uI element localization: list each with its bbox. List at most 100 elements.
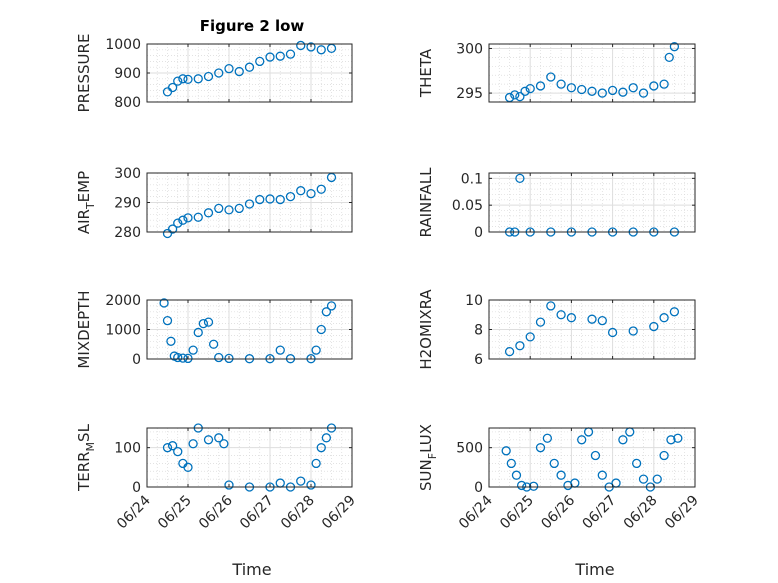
data-point bbox=[673, 433, 683, 443]
data-point bbox=[167, 224, 178, 234]
data-point bbox=[173, 76, 183, 86]
data-point bbox=[214, 68, 224, 78]
data-point bbox=[188, 345, 198, 355]
data-point bbox=[556, 79, 566, 89]
series-sun-flux bbox=[501, 427, 683, 492]
series-air-temp bbox=[162, 172, 337, 239]
data-point bbox=[285, 191, 296, 202]
data-point bbox=[224, 205, 234, 215]
data-point bbox=[214, 433, 224, 443]
y-axis-label-rainfall: RAINFALL bbox=[417, 167, 435, 238]
data-point bbox=[224, 480, 234, 490]
data-point bbox=[669, 307, 680, 317]
data-point bbox=[173, 446, 183, 457]
y-axis-label-terr-msl: TERRMSL bbox=[75, 423, 97, 492]
data-point bbox=[501, 446, 511, 456]
data-point bbox=[546, 72, 556, 82]
series-theta bbox=[504, 42, 680, 103]
y-tick-label: 1000 bbox=[105, 37, 141, 53]
axes-box-terr-msl bbox=[146, 427, 353, 488]
y-tick-label: 300 bbox=[456, 41, 483, 57]
y-axis-label-pressure: PRESSURE bbox=[75, 34, 93, 113]
data-point bbox=[649, 321, 659, 332]
figure-title: Figure 2 low bbox=[200, 17, 305, 35]
data-point bbox=[296, 40, 306, 51]
data-point bbox=[203, 71, 214, 82]
data-point bbox=[515, 341, 525, 351]
y-tick-label: 1000 bbox=[105, 323, 141, 339]
data-point bbox=[203, 208, 214, 218]
data-point bbox=[306, 188, 316, 199]
data-point bbox=[542, 433, 553, 443]
data-point bbox=[178, 74, 188, 84]
data-point bbox=[316, 443, 326, 453]
data-point bbox=[203, 435, 214, 445]
x-tick-label: 06/27 bbox=[580, 493, 620, 533]
panel-pressure: 800 900 1000 PRESSURE bbox=[75, 34, 353, 113]
data-point bbox=[316, 45, 326, 55]
data-point bbox=[311, 458, 321, 469]
y-tick-label: 100 bbox=[114, 441, 141, 457]
data-point bbox=[597, 315, 607, 326]
data-point bbox=[214, 352, 224, 363]
data-point bbox=[173, 218, 183, 228]
x-tick-label: 06/27 bbox=[237, 493, 277, 533]
x-tick-label: 06/25 bbox=[155, 493, 195, 533]
data-point bbox=[214, 203, 224, 214]
y-tick-label: 900 bbox=[114, 66, 141, 82]
data-point bbox=[515, 173, 525, 184]
data-point bbox=[306, 42, 316, 52]
data-point bbox=[265, 52, 275, 62]
x-tick-label: 06/25 bbox=[497, 493, 537, 533]
data-point bbox=[587, 314, 597, 324]
data-point bbox=[255, 194, 265, 205]
y-tick-label: 10 bbox=[465, 293, 483, 309]
data-point bbox=[244, 62, 255, 72]
data-point bbox=[546, 301, 556, 311]
data-point bbox=[178, 353, 188, 363]
data-point bbox=[275, 194, 285, 205]
data-point bbox=[631, 458, 642, 469]
data-point bbox=[511, 470, 522, 480]
data-point bbox=[255, 56, 265, 67]
plot-area-terr-msl bbox=[147, 428, 352, 487]
data-point bbox=[666, 435, 676, 445]
data-point bbox=[556, 470, 566, 480]
data-point bbox=[275, 345, 285, 355]
data-point bbox=[506, 458, 516, 469]
data-point bbox=[275, 51, 285, 61]
y-tick-label: 0 bbox=[132, 352, 141, 368]
data-point bbox=[167, 441, 178, 451]
y-axis-label-theta: THETA bbox=[417, 48, 435, 98]
data-point bbox=[198, 318, 209, 329]
panel-rainfall: 0 0.05 0.1 RAINFALL bbox=[417, 167, 696, 241]
axes-box-theta bbox=[488, 43, 696, 103]
data-point bbox=[326, 301, 337, 311]
data-point bbox=[535, 317, 546, 327]
data-point bbox=[183, 213, 193, 223]
data-point bbox=[244, 199, 255, 209]
data-point bbox=[607, 85, 618, 96]
data-point bbox=[566, 313, 577, 323]
data-point bbox=[577, 84, 587, 95]
data-point bbox=[516, 480, 527, 491]
x-axis-label-right: Time bbox=[574, 560, 614, 579]
data-point bbox=[607, 327, 618, 338]
data-point bbox=[520, 86, 530, 96]
panel-mixdepth: 0 1000 2000 MIXDEPTH bbox=[75, 290, 353, 369]
x-axis-label-left: Time bbox=[231, 560, 271, 579]
data-point bbox=[590, 450, 601, 461]
y-tick-label: 0 bbox=[132, 480, 141, 496]
data-point bbox=[549, 458, 559, 469]
data-point bbox=[659, 313, 669, 323]
data-point bbox=[628, 326, 638, 336]
data-point bbox=[535, 443, 546, 453]
data-point bbox=[515, 91, 525, 102]
y-tick-label: 6 bbox=[474, 352, 483, 368]
data-point bbox=[167, 82, 178, 93]
panel-theta: 295 300 THETA bbox=[417, 41, 696, 103]
data-point bbox=[321, 307, 332, 317]
series-h2omixra bbox=[504, 301, 680, 357]
y-tick-label: 280 bbox=[114, 225, 141, 241]
